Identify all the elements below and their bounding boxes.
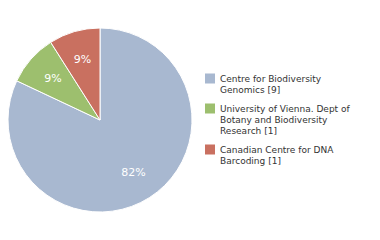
legend-label: Centre for BiodiversityGenomics [9] [220,74,322,95]
legend-item: Canadian Centre for DNABarcoding [1] [205,145,334,167]
pie: 82% 9% 9% [8,28,192,212]
chart: 82% 9% 9% Centre for BiodiversityGenomics [… [0,0,380,240]
legend-label: Canadian Centre for DNABarcoding [1] [220,145,334,166]
legend-swatch [205,74,215,84]
data-label: 9% [74,53,91,66]
legend-swatch [205,104,215,114]
legend-swatch [205,145,215,155]
legend-item: Centre for BiodiversityGenomics [9] [205,74,322,96]
data-label: 9% [44,72,61,85]
pie-slice [8,28,192,212]
legend-item: University of Vienna. Dept ofBotany and … [205,104,351,137]
data-label: 82% [121,166,145,179]
legend-label: University of Vienna. Dept ofBotany and … [220,104,351,136]
legend: Centre for BiodiversityGenomics [9] Unive… [205,74,351,167]
